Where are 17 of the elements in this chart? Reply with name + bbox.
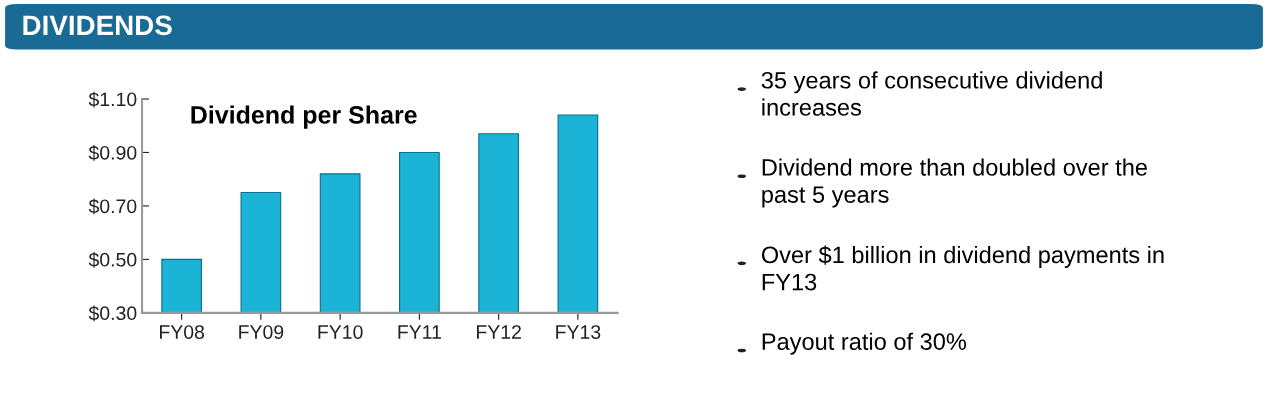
y-tick-label: $0.30 bbox=[88, 305, 137, 322]
chart-subtitle: Dividend per Share bbox=[191, 105, 417, 129]
x-tick-label: FY13 bbox=[556, 325, 601, 339]
y-tick-label: $0.90 bbox=[88, 145, 137, 161]
chart-title: DIVIDENDS bbox=[23, 15, 172, 36]
y-tick-label: $1.10 bbox=[88, 91, 137, 108]
text: Dividend more than doubled over the past 5 years bbox=[762, 158, 1147, 208]
x-tick-label: FY08 bbox=[160, 325, 205, 339]
x-tick-label: FY10 bbox=[318, 325, 363, 339]
text: 35 years of consecutive dividend increases bbox=[761, 71, 1102, 116]
x-tick-label: FY12 bbox=[477, 325, 521, 339]
x-tick-label: FY11 bbox=[398, 325, 441, 339]
text: Over $1 billion in dividend payments in FY13 bbox=[761, 245, 1164, 291]
y-tick-label: $0.70 bbox=[88, 198, 137, 215]
y-tick-label: $0.50 bbox=[88, 252, 137, 268]
x-tick-label: FY09 bbox=[239, 325, 284, 339]
text: Payout ratio of 30% bbox=[762, 332, 967, 355]
